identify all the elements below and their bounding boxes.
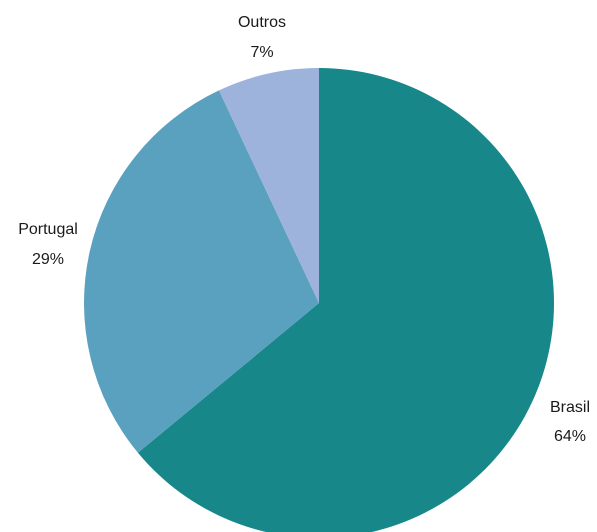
- pie-slice-portugal: [84, 90, 319, 453]
- pie-slice-brasil: [137, 68, 555, 532]
- label-outros: Outros: [238, 14, 286, 31]
- value-label-brasil: 64%: [554, 428, 586, 445]
- pie-slice-outros: [218, 68, 319, 303]
- value-label-outros: 7%: [250, 44, 273, 61]
- label-brasil: Brasil: [550, 399, 590, 416]
- value-label-portugal: 29%: [32, 251, 64, 268]
- label-portugal: Portugal: [18, 221, 78, 238]
- pie-slices: [84, 68, 555, 532]
